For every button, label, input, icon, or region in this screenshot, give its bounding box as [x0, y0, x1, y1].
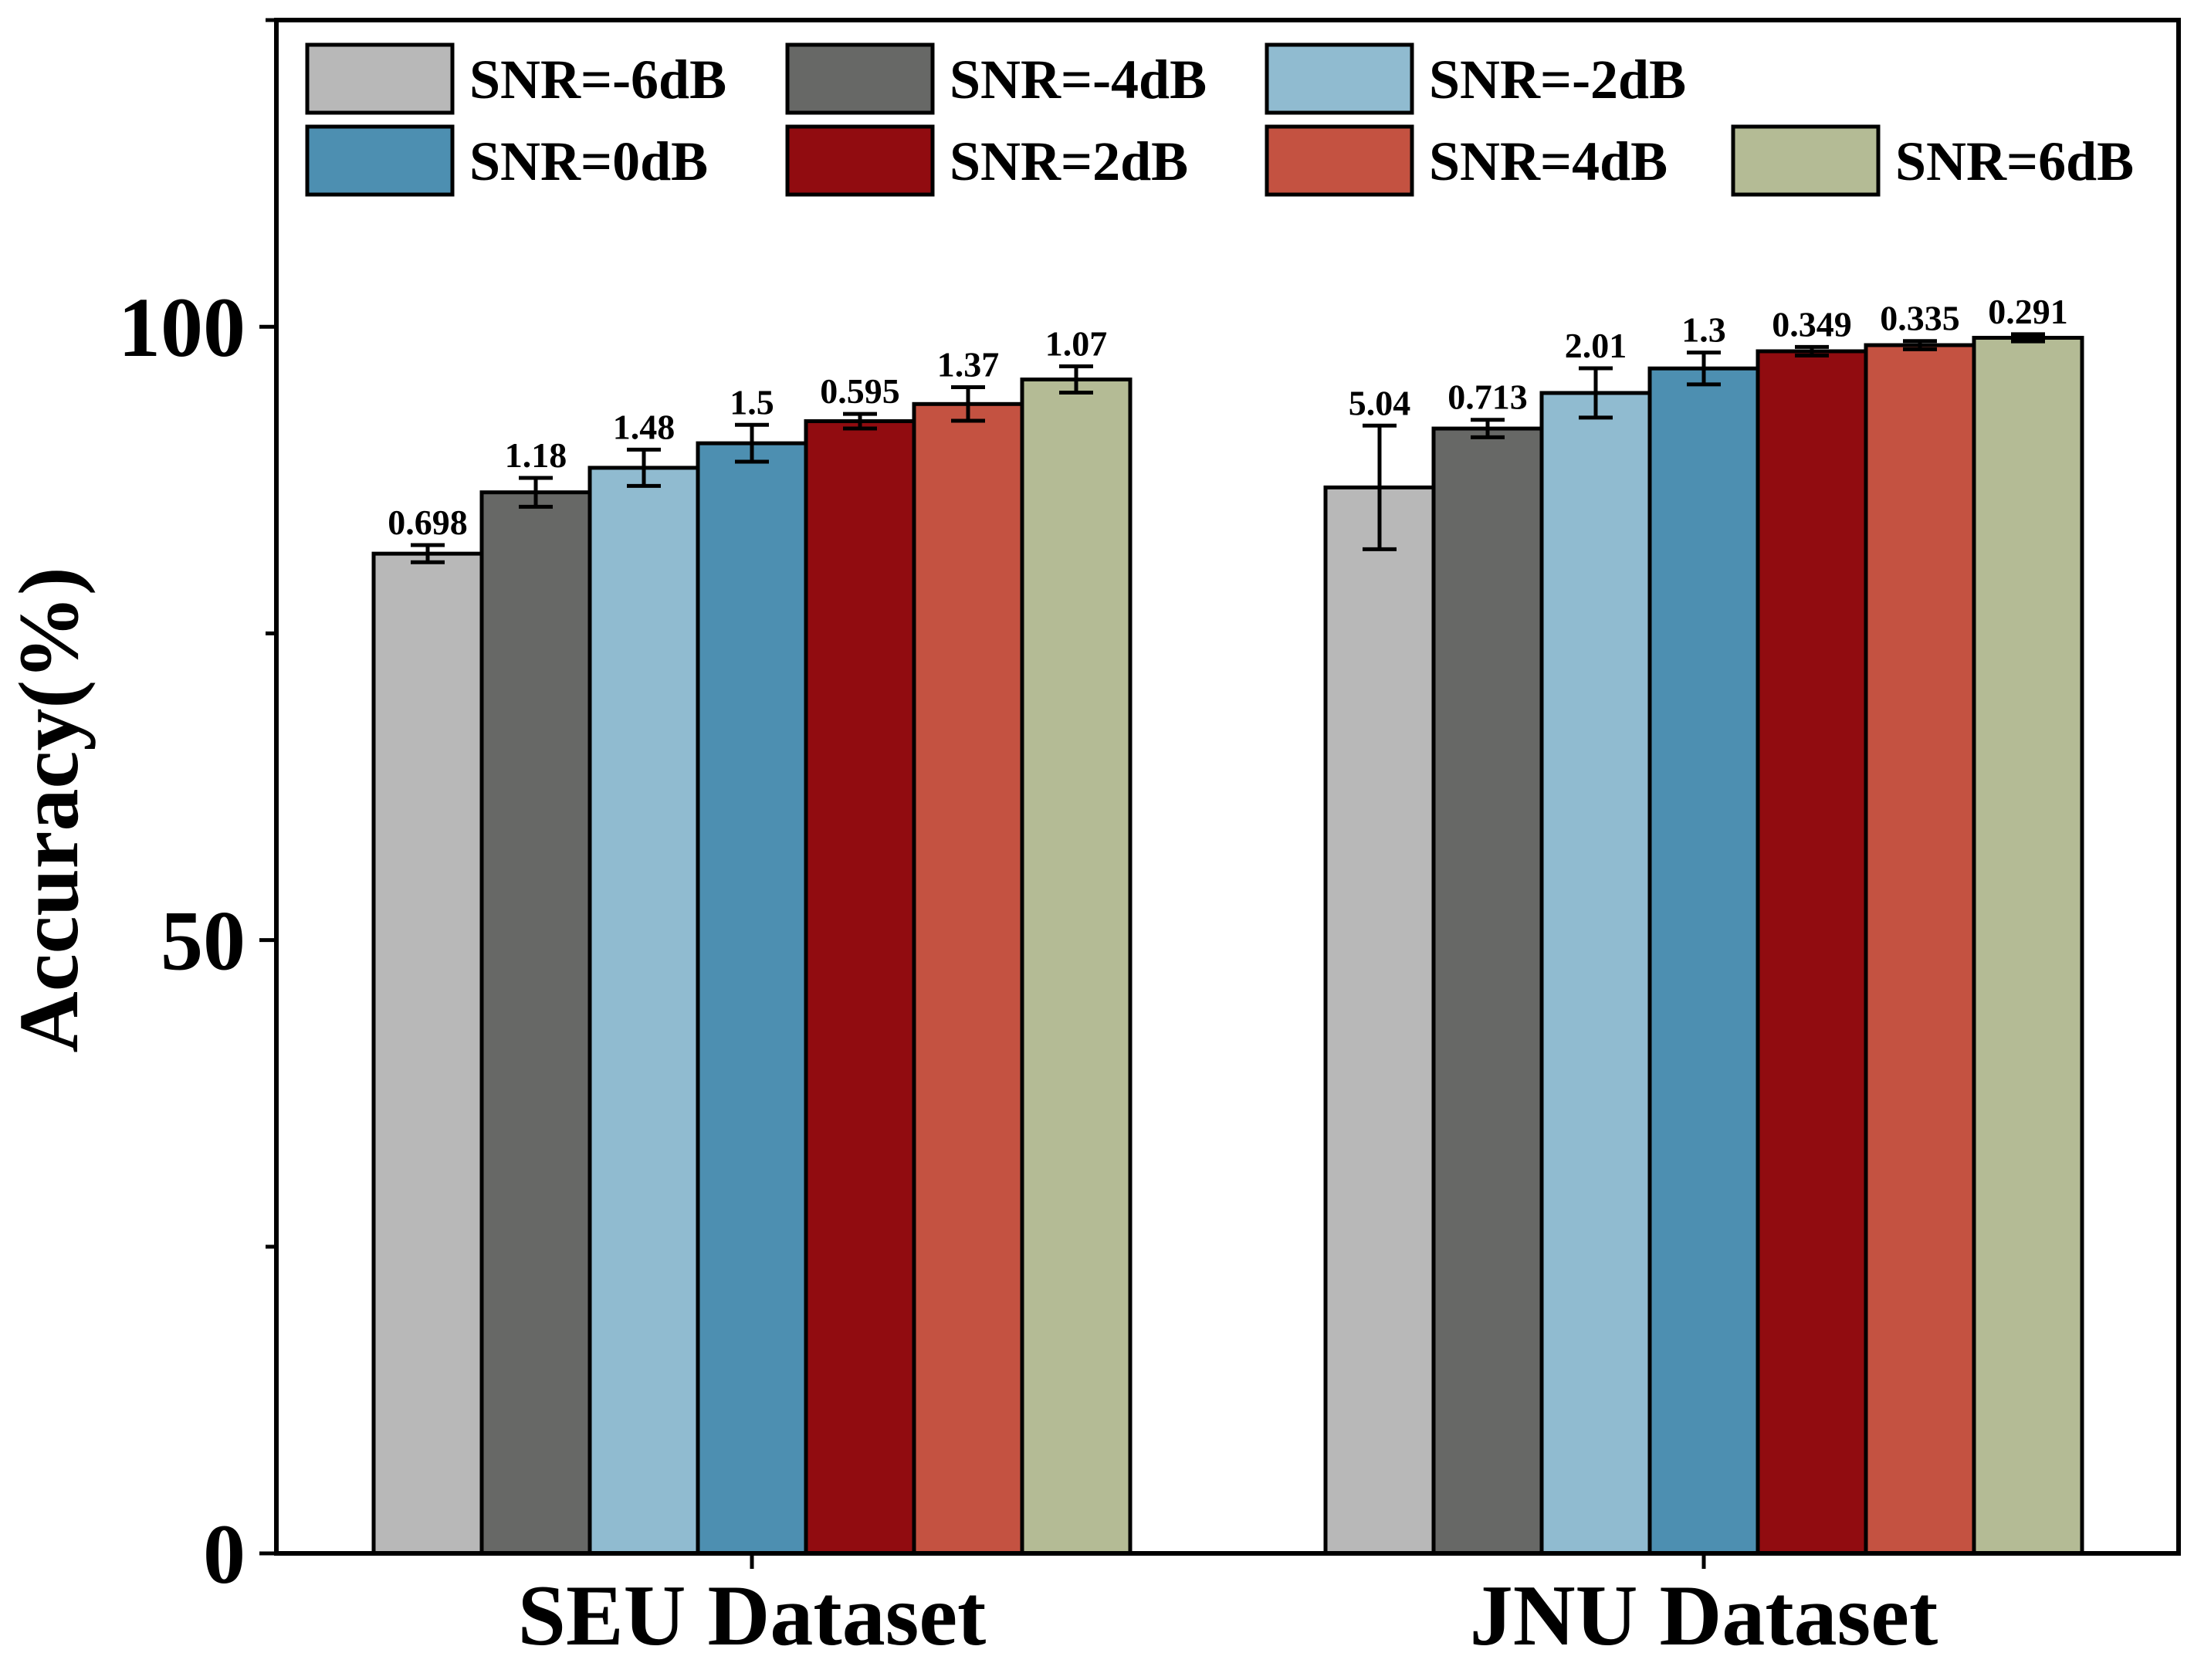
error-value-label: 0.349: [1772, 304, 1852, 344]
y-tick-label: 0: [203, 1507, 245, 1601]
error-value-label: 1.07: [1045, 324, 1108, 364]
legend-label: SNR=-4dB: [950, 49, 1207, 110]
bar: [1864, 343, 1976, 1556]
legend-label: SNR=-2dB: [1429, 49, 1686, 110]
error-bars-layer: 0.698 5.04 1.18 0.713 1.48 2.01 1.5 1.3 0.595 0.3…: [388, 292, 2068, 564]
legend-swatch: [305, 124, 455, 197]
legend-swatch: [1265, 124, 1414, 197]
error-value-label: 0.335: [1880, 299, 1960, 338]
legend-swatch: [1265, 42, 1414, 115]
bar: [696, 441, 808, 1556]
legend-swatch: [1731, 124, 1881, 197]
legend-label: SNR=0dB: [469, 130, 708, 192]
plot-frame: [274, 18, 2181, 1556]
bar: [1647, 366, 1760, 1556]
axes-layer: 0 50 100 SEU Dataset JNU Dataset: [118, 18, 2181, 1664]
legend-label: SNR=2dB: [950, 130, 1188, 192]
legend-swatch: [305, 42, 455, 115]
bar: [804, 419, 916, 1556]
error-value-label: 1.5: [730, 382, 774, 422]
bar: [1431, 426, 1544, 1556]
error-value-label: 2.01: [1565, 326, 1627, 365]
error-value-label: 1.3: [1681, 310, 1726, 350]
bar: [371, 551, 484, 1556]
bar: [1756, 349, 1868, 1556]
error-value-label: 0.595: [820, 371, 900, 411]
bar: [1539, 391, 1652, 1556]
legend-swatch: [785, 124, 935, 197]
error-value-label: 0.713: [1447, 378, 1528, 417]
y-tick-label: 50: [161, 894, 245, 988]
error-value-label: 5.04: [1349, 383, 1411, 422]
bar: [1323, 485, 1436, 1556]
bars-layer: [371, 335, 2084, 1556]
bar: [587, 466, 700, 1556]
y-axis-title: Accuracy(%): [2, 567, 96, 1052]
x-tick-label: JNU Dataset: [1470, 1568, 1938, 1664]
error-value-label: 0.291: [1988, 292, 2068, 331]
bar: [479, 490, 592, 1556]
error-value-label: 1.48: [613, 407, 675, 446]
legend-label: SNR=-6dB: [469, 49, 726, 110]
legend-label: SNR=6dB: [1895, 130, 2134, 192]
error-value-label: 1.18: [505, 435, 567, 475]
legend: SNR=-6dB SNR=-4dB SNR=-2dB SNR=0dB SNR=2dB SN…: [305, 42, 2134, 197]
error-value-label: 0.698: [388, 503, 468, 542]
error-value-label: 1.37: [937, 345, 1000, 384]
bar: [1020, 378, 1133, 1556]
legend-label: SNR=4dB: [1429, 130, 1668, 192]
bar: [912, 401, 1024, 1556]
x-tick-label: SEU Dataset: [518, 1568, 987, 1664]
bar: [1972, 335, 2084, 1556]
y-tick-label: 100: [118, 280, 245, 374]
legend-swatch: [785, 42, 935, 115]
